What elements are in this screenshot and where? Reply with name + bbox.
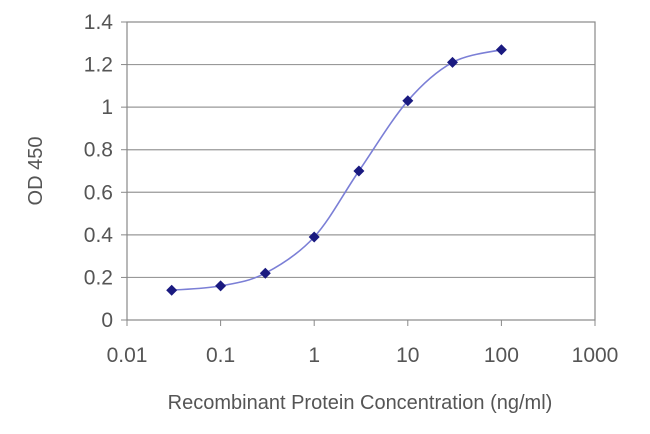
y-tick-label: 0.8 xyxy=(84,139,113,162)
x-tick-label: 1000 xyxy=(572,344,619,367)
data-point-marker xyxy=(259,267,271,279)
y-tick-label: 0.4 xyxy=(84,224,114,247)
x-tick-label: 0.1 xyxy=(206,344,235,367)
data-point-marker xyxy=(447,56,458,68)
data-point-marker xyxy=(215,280,227,292)
y-tick-label: 0 xyxy=(101,309,113,332)
y-tick-label: 1.4 xyxy=(84,11,114,34)
plot-frame xyxy=(126,21,596,321)
fit-curve xyxy=(171,48,502,291)
x-tick-label: 10 xyxy=(396,344,419,367)
data-points xyxy=(166,44,507,296)
data-point-marker xyxy=(166,284,178,296)
gridlines xyxy=(127,63,595,279)
x-axis-title: Recombinant Protein Concentration (ng/ml… xyxy=(168,392,553,414)
y-axis-ticks: 0 0.2 0.4 0.6 0.8 1 1.2 1.4 xyxy=(84,11,127,332)
y-tick-label: 0.2 xyxy=(84,266,113,289)
x-tick-label: 100 xyxy=(484,344,519,367)
data-point-marker xyxy=(353,165,365,177)
y-tick-label: 1 xyxy=(101,96,113,119)
y-tick-label: 1.2 xyxy=(84,54,113,77)
x-axis-ticks: 0.01 0.1 1 10 100 1000 xyxy=(107,320,619,367)
y-axis-title: OD 450 xyxy=(25,137,47,206)
data-point-marker xyxy=(495,44,507,56)
data-point-marker xyxy=(308,231,320,243)
x-tick-label: 1 xyxy=(308,344,320,367)
data-point-marker xyxy=(402,95,414,107)
y-tick-label: 0.6 xyxy=(84,181,113,204)
x-tick-label: 0.01 xyxy=(107,344,148,367)
